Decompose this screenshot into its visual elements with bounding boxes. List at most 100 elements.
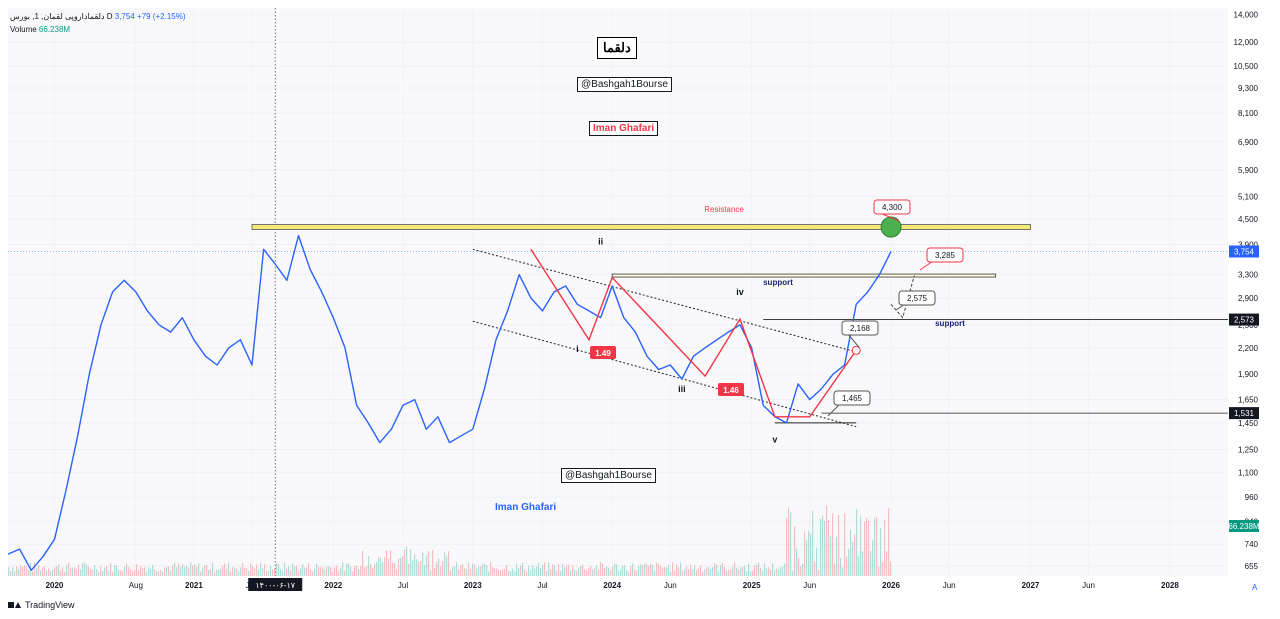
volume-bar [66, 565, 68, 576]
ratio-badge-box [590, 346, 616, 359]
volume-bar [572, 565, 574, 576]
volume-bar [852, 541, 854, 576]
volume-bar [474, 564, 476, 576]
price-tick-label: 3,900 [1238, 241, 1259, 250]
volume-bar [620, 569, 622, 576]
volume-bar [298, 571, 300, 576]
ratio-badge-box [718, 383, 744, 396]
price-tick-label: 655 [1245, 562, 1259, 571]
volume-bar [410, 549, 412, 576]
volume-bar [538, 562, 540, 576]
time-tick-label: Jun [943, 581, 956, 590]
target-circle[interactable] [880, 216, 902, 238]
volume-bar [94, 565, 96, 576]
volume-bar [108, 570, 110, 576]
time-tick-label: Jul [398, 581, 408, 590]
volume-bar [466, 568, 468, 576]
volume-label[interactable]: Volume [10, 25, 37, 34]
elliott-wave-path [530, 248, 857, 418]
scale-mode-button[interactable]: A [1252, 583, 1258, 592]
volume-bar [68, 562, 70, 576]
wave-label-iv: iv [736, 287, 744, 297]
volume-bar [850, 530, 852, 576]
volume-bar [746, 571, 748, 576]
volume-bar [888, 508, 890, 576]
volume-bar [880, 527, 882, 576]
volume-bar [180, 567, 182, 576]
chart-title-box: دلقما [597, 37, 637, 59]
callout-label: 2,168 [850, 324, 871, 333]
price-tick-label: 1,900 [1238, 370, 1259, 379]
volume-bar [830, 535, 832, 576]
callout-box[interactable] [841, 320, 879, 336]
volume-bar [190, 562, 192, 576]
volume-bar [728, 569, 730, 576]
volume-bar [172, 565, 174, 576]
volume-bar [26, 566, 28, 576]
volume-bar [152, 564, 154, 576]
volume-bar [638, 565, 640, 576]
tradingview-logo[interactable]: TradingView [8, 600, 75, 610]
volume-bar [192, 565, 194, 576]
volume-bar [714, 562, 716, 576]
volume-bar [624, 565, 626, 576]
volume-bar [416, 559, 418, 576]
volume-bar [160, 570, 162, 576]
volume-bar [136, 564, 138, 576]
volume-bar [774, 570, 776, 576]
volume-bar [164, 567, 166, 576]
volume-bar [158, 571, 160, 576]
volume-bar [496, 568, 498, 576]
volume-bar [770, 569, 772, 576]
volume-bar [272, 569, 274, 576]
volume-bar [876, 517, 878, 576]
volume-bar [374, 564, 376, 576]
callout-box[interactable] [833, 390, 871, 406]
callout-box[interactable] [926, 247, 964, 263]
volume-bar [838, 514, 840, 576]
volume-bar [204, 565, 206, 576]
volume-bar [654, 571, 656, 576]
price-tick-label: 14,000 [1234, 10, 1259, 19]
time-tick-label: 2021 [185, 581, 203, 590]
volume-bar [692, 569, 694, 576]
volume-bar [316, 563, 318, 576]
volume-bar [286, 568, 288, 576]
volume-bar [396, 569, 398, 576]
volume-value: 66.238M [38, 25, 71, 34]
volume-bar [446, 556, 448, 576]
volume-bar [890, 561, 892, 576]
symbol-name[interactable]: دلقماداروپی لقمان, 1, بورس [10, 12, 105, 21]
volume-bar [52, 569, 54, 576]
volume-bar [540, 568, 542, 576]
volume-bar [196, 566, 198, 576]
volume-bar [14, 571, 16, 576]
volume-bar [688, 569, 690, 576]
volume-bar [78, 564, 80, 576]
volume-bar [840, 558, 842, 576]
volume-bar [864, 521, 866, 576]
volume-bar [666, 567, 668, 576]
volume-bar [76, 569, 78, 576]
volume-bar [546, 571, 548, 576]
volume-bar [480, 566, 482, 576]
plot-area [8, 8, 1228, 576]
volume-bar [328, 566, 330, 576]
volume-bar [110, 563, 112, 576]
volume-bar [22, 567, 24, 576]
volume-bar [402, 556, 404, 576]
timeframe[interactable]: D [106, 12, 113, 21]
volume-bar [618, 571, 620, 576]
callout-box[interactable] [873, 199, 911, 215]
volume-bar [702, 571, 704, 576]
volume-bar [130, 569, 132, 576]
volume-bar [364, 567, 366, 576]
callout-box[interactable] [898, 290, 936, 306]
volume-bar [554, 565, 556, 576]
volume-bar [534, 568, 536, 576]
volume-bar [680, 562, 682, 576]
volume-bar [174, 562, 176, 576]
volume-bar [70, 567, 72, 576]
volume-bar [454, 566, 456, 576]
